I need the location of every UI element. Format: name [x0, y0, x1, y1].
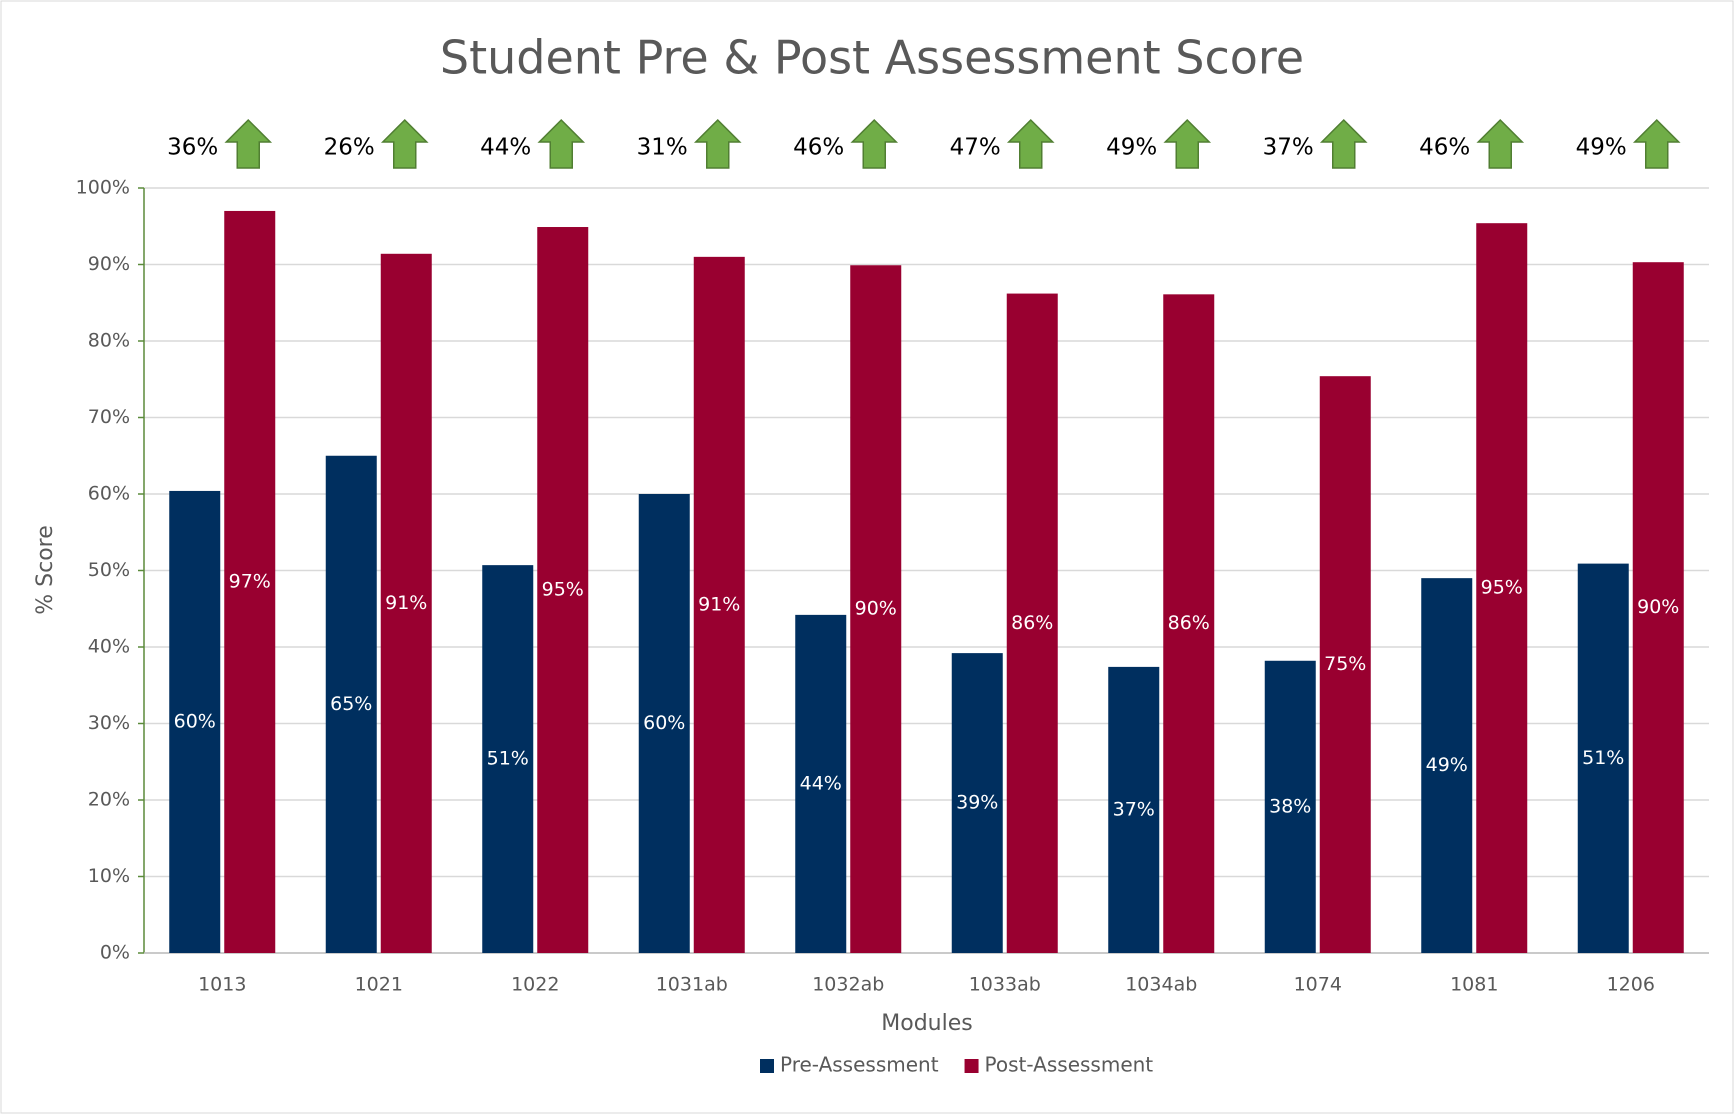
bar	[537, 227, 589, 953]
x-tick-label: 1032ab	[812, 974, 884, 996]
bar	[693, 256, 745, 954]
data-label: 91%	[698, 593, 740, 615]
bar	[1108, 666, 1160, 953]
data-label: 65%	[330, 693, 372, 715]
bar	[1632, 262, 1684, 954]
data-label: 95%	[1481, 577, 1523, 599]
annotation: 49%	[1106, 135, 1157, 161]
legend-label: Pre-Assessment	[780, 1053, 939, 1077]
bar	[850, 265, 902, 953]
x-tick-label: 1206	[1607, 974, 1655, 996]
chart-title: Student Pre & Post Assessment Score	[440, 31, 1304, 85]
bar	[224, 210, 276, 953]
annotation: 44%	[480, 135, 531, 161]
bar	[638, 494, 690, 953]
x-tick-label: 1031ab	[656, 974, 728, 996]
bar	[1264, 660, 1316, 953]
data-label: 60%	[643, 712, 685, 734]
bar	[325, 455, 377, 953]
x-tick-label: 1013	[198, 974, 246, 996]
data-label: 90%	[1637, 596, 1679, 618]
annotation: 26%	[324, 135, 375, 161]
legend-swatch	[964, 1059, 979, 1073]
bar	[795, 614, 847, 953]
arrow-icon	[693, 118, 742, 169]
annotation: 47%	[950, 135, 1001, 161]
arrow-icon	[224, 118, 273, 169]
legend-label: Post-Assessment	[985, 1053, 1154, 1077]
bar	[1577, 563, 1629, 953]
annotation: 46%	[793, 135, 844, 161]
arrow-icon	[1319, 118, 1368, 169]
data-label: 44%	[800, 772, 842, 794]
y-tick-label: 70%	[88, 406, 130, 428]
x-tick-label: 1074	[1294, 974, 1342, 996]
y-tick-label: 30%	[88, 712, 130, 734]
x-tick-label: 1081	[1450, 974, 1498, 996]
arrow-icon	[380, 118, 429, 169]
bar	[1163, 294, 1215, 954]
arrow-icon	[537, 118, 586, 169]
x-tick-label: 1021	[355, 974, 403, 996]
bar	[1319, 376, 1371, 953]
y-tick-label: 0%	[100, 942, 130, 964]
arrow-icon	[1632, 118, 1681, 169]
x-tick-label: 1033ab	[969, 974, 1041, 996]
bar	[380, 253, 432, 954]
data-label: 75%	[1324, 653, 1366, 675]
y-tick-label: 10%	[88, 865, 130, 887]
arrow-icon	[1006, 118, 1055, 169]
data-label: 95%	[542, 579, 584, 601]
data-label: 39%	[956, 792, 998, 814]
data-label: 60%	[174, 710, 216, 732]
legend-swatch	[760, 1059, 774, 1073]
bar	[1421, 578, 1473, 953]
annotation: 49%	[1576, 135, 1627, 161]
bar	[951, 653, 1003, 953]
data-label: 51%	[1582, 747, 1624, 769]
bar	[1476, 223, 1528, 953]
data-label: 86%	[1011, 612, 1053, 634]
y-tick-label: 90%	[88, 253, 130, 275]
x-axis-title: Modules	[881, 1011, 972, 1036]
annotation: 36%	[167, 135, 218, 161]
bar	[169, 490, 221, 953]
annotation: 37%	[1263, 135, 1314, 161]
data-label: 90%	[855, 598, 897, 620]
data-label: 86%	[1168, 612, 1210, 634]
x-tick-label: 1034ab	[1125, 974, 1197, 996]
y-tick-label: 50%	[88, 559, 130, 581]
annotation: 31%	[637, 135, 688, 161]
y-tick-label: 40%	[88, 636, 130, 658]
data-label: 38%	[1269, 795, 1311, 817]
data-label: 91%	[385, 592, 427, 614]
bar	[482, 565, 534, 953]
y-tick-label: 60%	[88, 483, 130, 505]
arrow-icon	[1476, 118, 1525, 169]
y-tick-label: 100%	[76, 177, 130, 199]
y-tick-label: 80%	[88, 330, 130, 352]
data-label: 49%	[1426, 754, 1468, 776]
data-label: 51%	[487, 748, 529, 770]
annotation: 46%	[1419, 135, 1470, 161]
arrow-icon	[1163, 118, 1212, 169]
bar	[1006, 293, 1058, 953]
y-tick-label: 20%	[88, 789, 130, 811]
data-label: 97%	[229, 570, 271, 592]
arrow-icon	[850, 118, 899, 169]
y-axis-title: % Score	[33, 525, 58, 615]
x-tick-label: 1022	[511, 974, 559, 996]
data-label: 37%	[1113, 798, 1155, 820]
